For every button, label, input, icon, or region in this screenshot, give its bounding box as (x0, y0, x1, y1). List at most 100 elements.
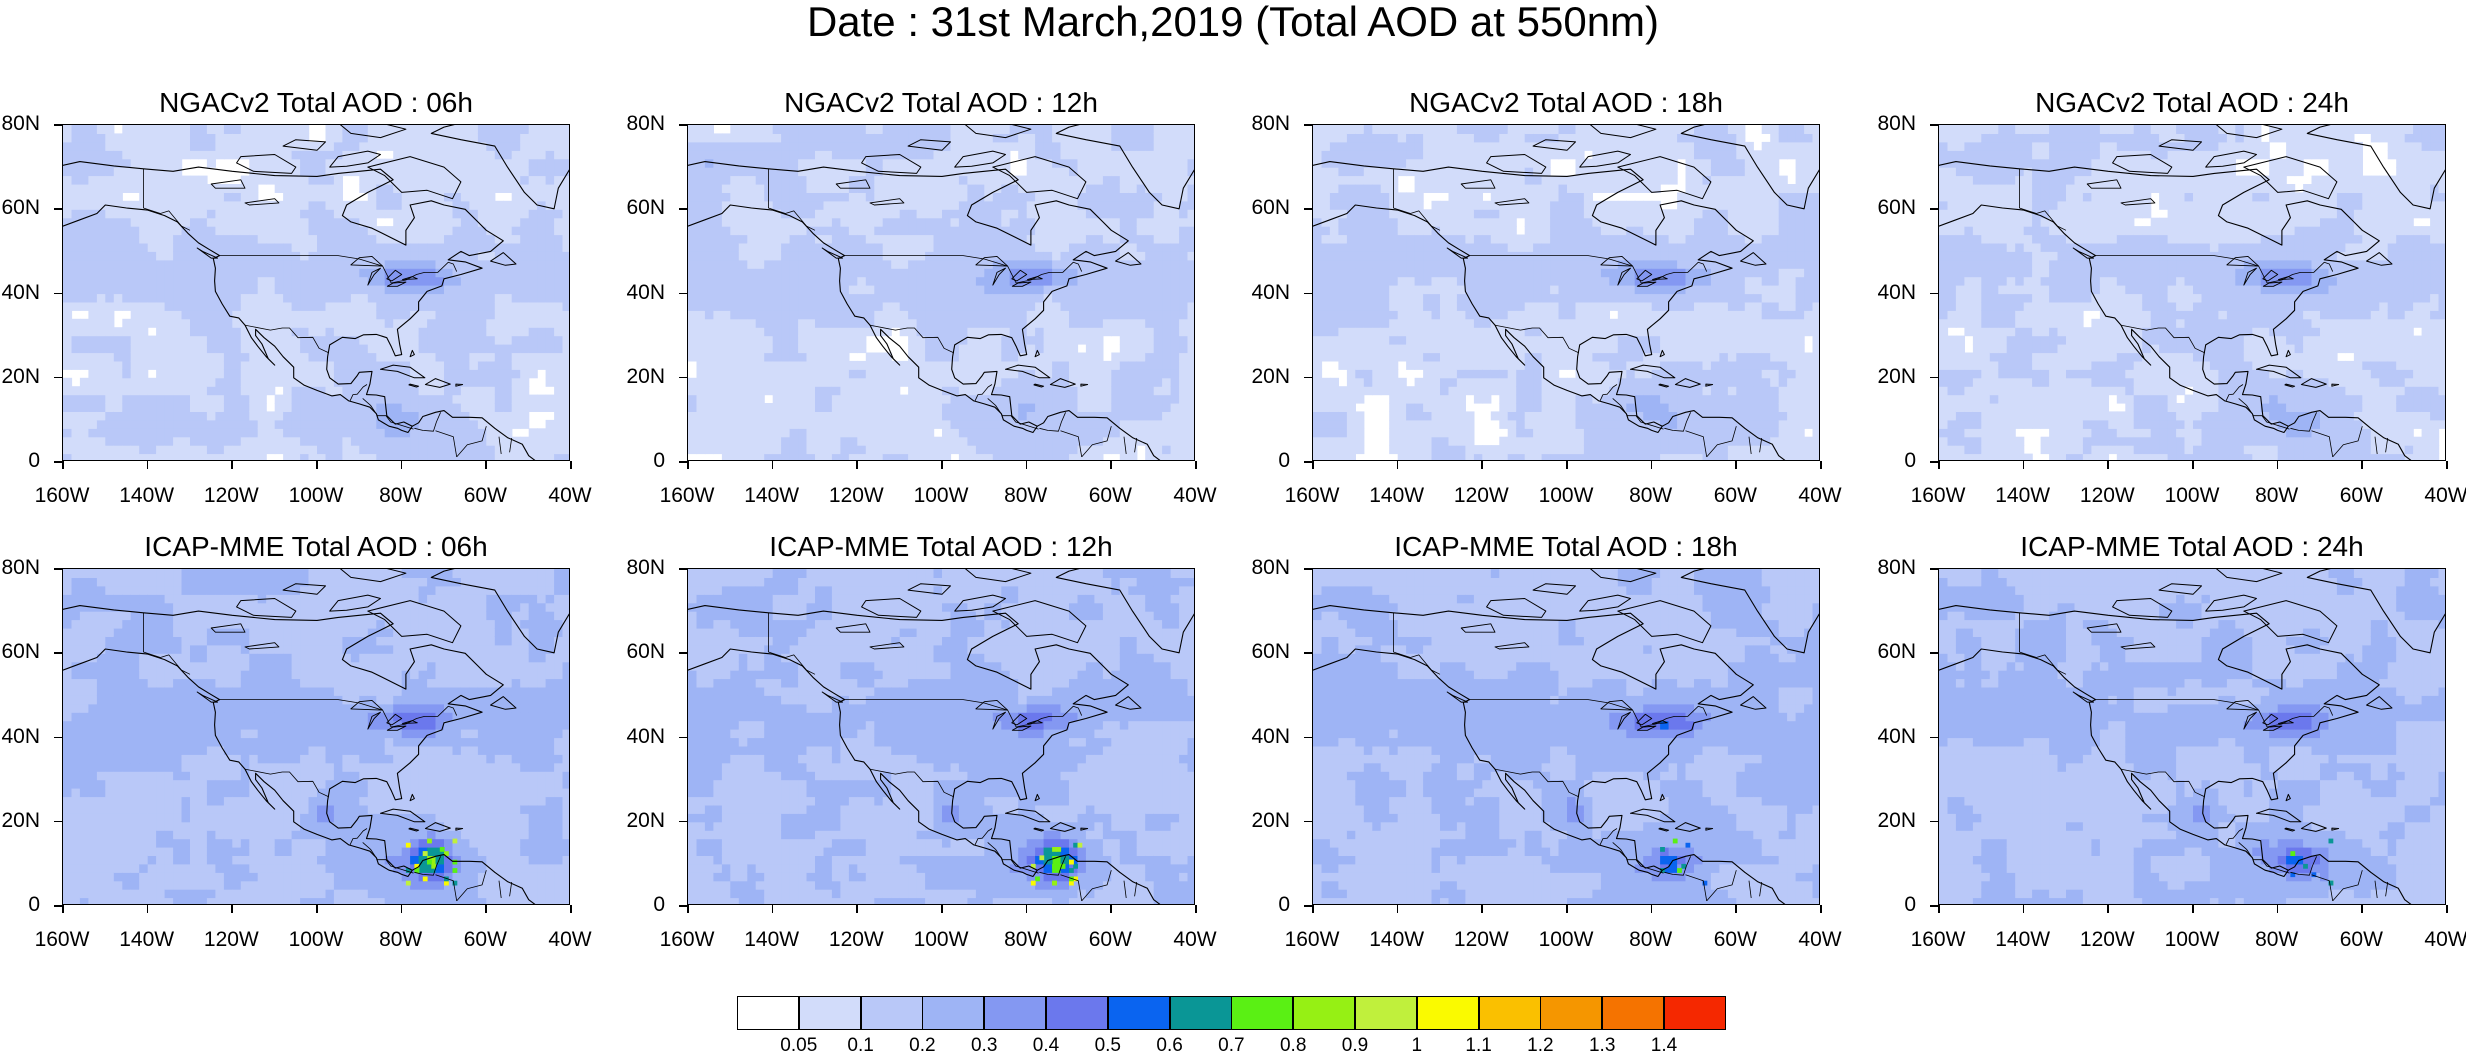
aod-cell (747, 403, 757, 412)
aod-cell (223, 259, 233, 269)
aod-cell (181, 403, 191, 412)
aod-cell (164, 209, 174, 219)
aod-cell (223, 411, 233, 421)
aod-cell (967, 428, 977, 438)
aod-cell (96, 403, 106, 412)
aod-cell (933, 259, 943, 269)
aod-cell (88, 217, 98, 227)
aod-cell (1077, 369, 1087, 379)
aod-cell (738, 419, 748, 429)
aod-cell (823, 453, 833, 460)
aod-cell (688, 125, 698, 134)
aod-cell (300, 184, 310, 193)
aod-cell (300, 167, 310, 177)
aod-cell (105, 192, 115, 202)
aod-cell (460, 318, 470, 328)
aod-cell (1153, 268, 1163, 278)
aod-cell (831, 192, 841, 202)
aod-cell (469, 192, 479, 202)
aod-cell (469, 217, 479, 227)
aod-cell (333, 200, 343, 210)
aod-cell (755, 259, 765, 269)
aod-cell (520, 150, 530, 160)
aod-cell (1170, 436, 1180, 446)
aod-cell (283, 445, 293, 455)
aod-cell (1111, 226, 1121, 236)
aod-cell (1338, 344, 1348, 354)
aod-cell (925, 445, 935, 455)
aod-cell (350, 360, 360, 370)
aod-cell (520, 184, 530, 193)
aod-cell (96, 344, 106, 354)
aod-cell (899, 175, 909, 185)
aod-cell (950, 360, 960, 370)
aod-cell (1077, 419, 1087, 429)
aod-cell (992, 158, 1002, 168)
aod-cell (418, 184, 428, 193)
aod-cell (704, 234, 714, 244)
aod-cell (198, 445, 208, 455)
aod-cell (1077, 360, 1087, 370)
aod-cell (308, 352, 318, 362)
aod-cell (1187, 133, 1194, 143)
aod-cell (342, 209, 352, 219)
aod-cell (1313, 360, 1323, 370)
aod-cell (460, 217, 470, 227)
aod-cell (798, 386, 808, 396)
aod-cell (1069, 242, 1079, 252)
aod-cell (350, 259, 360, 269)
aod-cell (992, 242, 1002, 252)
aod-cell (747, 293, 757, 303)
aod-cell (1187, 175, 1194, 185)
aod-cell (1060, 436, 1070, 446)
aod-cell (164, 268, 174, 278)
aod-cell (350, 242, 360, 252)
aod-cell (713, 133, 723, 143)
aod-cell (933, 344, 943, 354)
aod-cell (300, 453, 310, 460)
aod-cell (738, 335, 748, 345)
aod-cell (831, 268, 841, 278)
aod-cell (249, 360, 259, 370)
aod-cell (486, 310, 496, 320)
aod-cell (1153, 335, 1163, 345)
aod-cell (840, 436, 850, 446)
aod-cell (747, 158, 757, 168)
aod-cell (494, 327, 504, 337)
aod-cell (772, 318, 782, 328)
aod-cell (130, 352, 140, 362)
aod-cell (1162, 150, 1172, 160)
aod-cell (798, 428, 808, 438)
aod-cell (164, 411, 174, 421)
aod-cell (1009, 344, 1019, 354)
aod-cell (562, 209, 569, 219)
aod-cell (874, 276, 884, 286)
aod-cell (554, 209, 564, 219)
aod-cell (452, 217, 462, 227)
aod-cell (967, 310, 977, 320)
aod-cell (401, 352, 411, 362)
aod-cell (721, 276, 731, 286)
aod-cell (477, 242, 487, 252)
aod-cell (806, 276, 816, 286)
aod-cell (916, 403, 926, 412)
aod-cell (418, 217, 428, 227)
aod-cell (206, 184, 216, 193)
aod-cell (1094, 234, 1104, 244)
aod-cell (562, 403, 569, 412)
aod-cell (950, 352, 960, 362)
aod-cell (190, 335, 200, 345)
aod-cell (469, 352, 479, 362)
aod-cell (1187, 352, 1194, 362)
aod-cell (1094, 360, 1104, 370)
aod-cell (696, 419, 706, 429)
aod-cell (1102, 226, 1112, 236)
aod-cell (325, 133, 335, 143)
aod-cell (1187, 335, 1194, 345)
aod-cell (190, 150, 200, 160)
aod-cell (537, 251, 547, 261)
aod-cell (975, 276, 985, 286)
aod-cell (1321, 403, 1331, 412)
aod-cell (393, 344, 403, 354)
aod-cell (223, 453, 233, 460)
